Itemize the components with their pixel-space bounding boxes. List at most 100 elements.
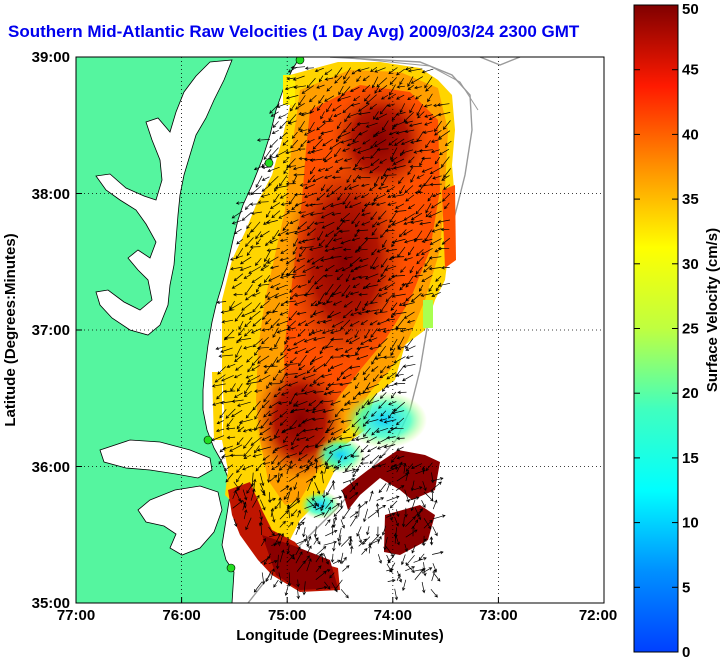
- velocity-arrow: [336, 121, 342, 130]
- velocity-arrow: [289, 292, 297, 300]
- velocity-arrow: [272, 229, 280, 241]
- velocity-arrow: [320, 373, 333, 378]
- velocity-arrow: [358, 501, 368, 509]
- velocity-arrow: [263, 410, 271, 418]
- velocity-arrow: [328, 114, 333, 122]
- velocity-arrow: [378, 505, 387, 510]
- velocity-arrow: [343, 76, 350, 85]
- velocity-arrow: [356, 345, 369, 351]
- velocity-arrow: [241, 302, 253, 311]
- velocity-arrow: [219, 409, 227, 419]
- velocity-arrow: [379, 158, 387, 164]
- velocity-arrow: [338, 436, 352, 441]
- velocity-arrow: [423, 518, 432, 530]
- velocity-arrow: [252, 453, 262, 458]
- velocity-arrow: [330, 553, 335, 563]
- velocity-arrow: [317, 231, 324, 241]
- velocity-arrow: [314, 436, 325, 448]
- velocity-arrow: [279, 257, 289, 262]
- velocity-arrow: [308, 329, 315, 337]
- velocity-arrow: [268, 156, 278, 160]
- y-tick-label: 37:00: [32, 322, 70, 339]
- velocity-arrow: [405, 345, 416, 351]
- velocity-arrow: [352, 147, 362, 152]
- velocity-arrow: [358, 275, 369, 280]
- velocity-arrow: [374, 86, 380, 94]
- velocity-arrow: [334, 579, 343, 591]
- velocity-arrow: [331, 479, 336, 490]
- velocity-arrow: [291, 204, 299, 211]
- velocity-arrow: [342, 565, 350, 572]
- velocity-arrow: [239, 256, 252, 265]
- velocity-arrow: [243, 509, 248, 520]
- velocity-arrow: [406, 320, 415, 324]
- velocity-arrow: [259, 300, 270, 309]
- velocity-arrow: [238, 320, 244, 330]
- velocity-arrow: [396, 446, 404, 451]
- velocity-arrow: [297, 517, 306, 526]
- velocity-arrow: [380, 94, 389, 100]
- velocity-arrow: [316, 123, 326, 131]
- velocity-arrow: [408, 122, 422, 128]
- velocity-arrow: [402, 363, 416, 368]
- velocity-arrow: [254, 257, 262, 266]
- velocity-arrow: [328, 446, 342, 454]
- velocity-arrow: [376, 328, 387, 332]
- velocity-arrow: [393, 356, 406, 364]
- velocity-arrow: [332, 284, 342, 296]
- velocity-arrow: [262, 461, 271, 466]
- velocity-arrow: [364, 301, 378, 307]
- velocity-arrow: [292, 247, 298, 255]
- velocity-arrow: [312, 336, 326, 342]
- velocity-arrow: [234, 355, 242, 363]
- velocity-arrow: [259, 473, 265, 487]
- velocity-arrow: [242, 501, 247, 511]
- velocity-arrow: [247, 230, 252, 239]
- velocity-arrow: [252, 338, 263, 348]
- velocity-arrow: [432, 499, 438, 510]
- velocity-arrow: [411, 525, 415, 537]
- velocity-arrow: [271, 541, 281, 547]
- velocity-arrow: [387, 93, 397, 100]
- pamlico-sound: [137, 485, 223, 556]
- velocity-arrow: [304, 555, 310, 562]
- velocity-arrow: [296, 588, 301, 600]
- velocity-arrow: [367, 446, 378, 453]
- velocity-arrow: [395, 130, 407, 135]
- velocity-arrow: [295, 546, 301, 556]
- velocity-arrow: [332, 559, 341, 565]
- velocity-arrow: [329, 329, 341, 334]
- velocity-arrow: [295, 525, 301, 536]
- velocity-arrow: [332, 104, 342, 112]
- velocity-arrow: [421, 275, 433, 282]
- velocity-arrow: [319, 400, 334, 404]
- velocity-arrow: [410, 140, 422, 144]
- velocity-arrow: [392, 120, 407, 128]
- velocity-arrow: [294, 300, 307, 306]
- velocity-arrow: [345, 291, 351, 299]
- velocity-arrow: [220, 309, 235, 314]
- velocity-arrow: [342, 148, 350, 152]
- velocity-arrow: [373, 311, 388, 315]
- velocity-arrow: [318, 293, 325, 305]
- velocity-arrow: [393, 401, 406, 412]
- velocity-arrow: [299, 129, 308, 133]
- velocity-arrow: [355, 220, 360, 228]
- velocity-arrow: [242, 428, 251, 433]
- velocity-arrow: [290, 509, 298, 517]
- velocity-arrow: [252, 302, 261, 313]
- velocity-arrow: [287, 66, 298, 73]
- velocity-arrow: [299, 246, 314, 250]
- velocity-arrow: [353, 195, 361, 200]
- velocity-arrow: [336, 221, 344, 231]
- velocity-arrow: [324, 462, 329, 474]
- velocity-arrow: [424, 114, 434, 118]
- velocity-arrow: [301, 417, 314, 424]
- velocity-arrow: [421, 538, 427, 546]
- velocity-arrow: [243, 274, 252, 279]
- velocity-arrow: [332, 435, 342, 441]
- velocity-arrow: [255, 283, 262, 293]
- velocity-arrow: [247, 375, 261, 383]
- velocity-arrow: [313, 221, 325, 226]
- velocity-arrow: [357, 67, 370, 72]
